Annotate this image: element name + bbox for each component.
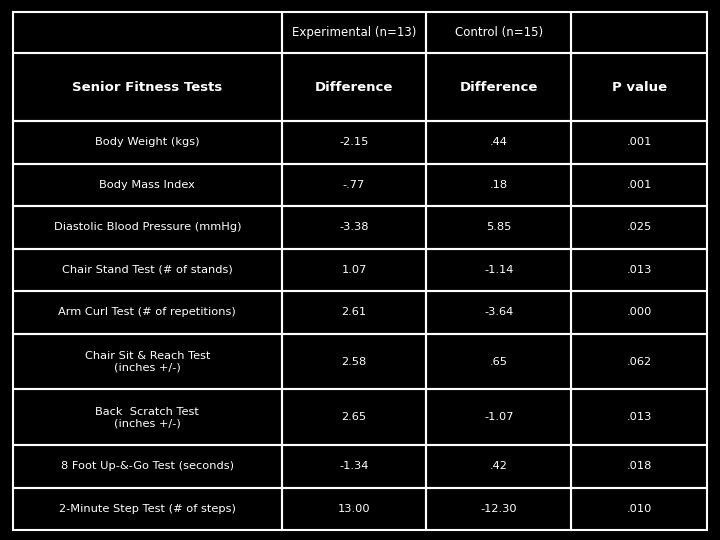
Text: 13.00: 13.00 [338, 504, 370, 514]
Bar [13, 164, 282, 206]
Text: 8 Foot Up-&-Go Test (seconds): 8 Foot Up-&-Go Test (seconds) [60, 462, 234, 471]
Text: Chair Sit & Reach Test
(inches +/-): Chair Sit & Reach Test (inches +/-) [84, 351, 210, 373]
Text: 1.07: 1.07 [341, 265, 366, 275]
Bar [13, 206, 282, 248]
Text: Body Mass Index: Body Mass Index [99, 180, 195, 190]
Text: .001: .001 [626, 137, 652, 147]
Bar [426, 334, 572, 389]
Bar [282, 488, 426, 530]
Bar [282, 206, 426, 248]
Bar [282, 12, 426, 53]
Text: -12.30: -12.30 [480, 504, 517, 514]
Bar [282, 291, 426, 334]
Text: 2.58: 2.58 [341, 356, 366, 367]
Text: Chair Stand Test (# of stands): Chair Stand Test (# of stands) [62, 265, 233, 275]
Bar [572, 389, 707, 445]
Bar [282, 389, 426, 445]
Bar [572, 164, 707, 206]
Bar [13, 389, 282, 445]
Bar [282, 164, 426, 206]
Bar [572, 248, 707, 291]
Bar [282, 445, 426, 488]
Text: .018: .018 [626, 462, 652, 471]
Text: Difference: Difference [459, 80, 538, 93]
Text: -3.38: -3.38 [339, 222, 369, 232]
Text: Control (n=15): Control (n=15) [455, 26, 543, 39]
Text: .013: .013 [626, 413, 652, 422]
Text: .65: .65 [490, 356, 508, 367]
Text: .44: .44 [490, 137, 508, 147]
Bar [572, 53, 707, 121]
Text: .062: .062 [626, 356, 652, 367]
Bar [13, 248, 282, 291]
Text: -2.15: -2.15 [339, 137, 369, 147]
Text: -.77: -.77 [343, 180, 365, 190]
Text: Difference: Difference [315, 80, 393, 93]
Bar [13, 291, 282, 334]
Text: 5.85: 5.85 [486, 222, 512, 232]
Bar [426, 291, 572, 334]
Text: .18: .18 [490, 180, 508, 190]
Bar [426, 53, 572, 121]
Text: 2-Minute Step Test (# of steps): 2-Minute Step Test (# of steps) [59, 504, 235, 514]
Text: 2.61: 2.61 [341, 307, 366, 318]
Bar [282, 248, 426, 291]
Text: Back  Scratch Test
(inches +/-): Back Scratch Test (inches +/-) [95, 407, 199, 428]
Text: -1.14: -1.14 [484, 265, 513, 275]
Bar [13, 488, 282, 530]
Bar [13, 121, 282, 164]
Text: .001: .001 [626, 180, 652, 190]
Bar [572, 488, 707, 530]
Text: Arm Curl Test (# of repetitions): Arm Curl Test (# of repetitions) [58, 307, 236, 318]
Text: .000: .000 [626, 307, 652, 318]
Text: Senior Fitness Tests: Senior Fitness Tests [72, 80, 222, 93]
Bar [282, 334, 426, 389]
Text: .010: .010 [626, 504, 652, 514]
Bar [426, 248, 572, 291]
Bar [426, 121, 572, 164]
Bar [282, 121, 426, 164]
Text: 2.65: 2.65 [341, 413, 366, 422]
Bar [426, 12, 572, 53]
Bar [282, 53, 426, 121]
Bar [572, 291, 707, 334]
Text: .013: .013 [626, 265, 652, 275]
Bar [426, 445, 572, 488]
Text: .025: .025 [626, 222, 652, 232]
Text: Diastolic Blood Pressure (mmHg): Diastolic Blood Pressure (mmHg) [53, 222, 241, 232]
Bar [13, 445, 282, 488]
Bar [13, 12, 282, 53]
Bar [426, 164, 572, 206]
Text: -3.64: -3.64 [485, 307, 513, 318]
Text: P value: P value [611, 80, 667, 93]
Bar [572, 445, 707, 488]
Text: -1.34: -1.34 [339, 462, 369, 471]
Bar [572, 12, 707, 53]
Text: Body Weight (kgs): Body Weight (kgs) [95, 137, 199, 147]
Bar [426, 206, 572, 248]
Bar [426, 389, 572, 445]
Bar [572, 121, 707, 164]
Text: Experimental (n=13): Experimental (n=13) [292, 26, 416, 39]
Bar [13, 53, 282, 121]
Bar [13, 334, 282, 389]
Bar [572, 334, 707, 389]
Text: .42: .42 [490, 462, 508, 471]
Bar [426, 488, 572, 530]
Text: -1.07: -1.07 [484, 413, 513, 422]
Bar [572, 206, 707, 248]
